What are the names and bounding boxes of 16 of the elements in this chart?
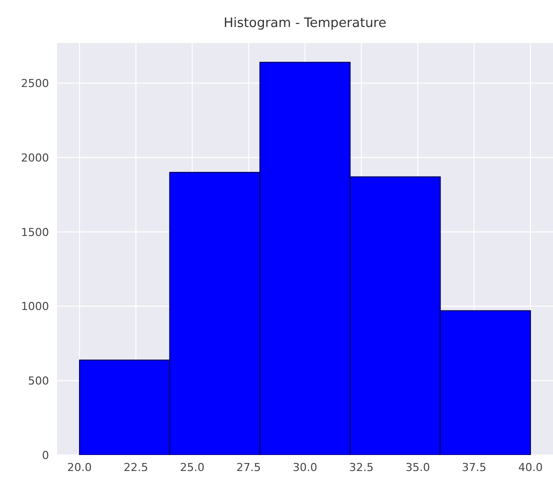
x-tick-label: 32.5 <box>349 460 374 474</box>
x-tick-label: 35.0 <box>405 460 430 474</box>
x-tick-label: 20.0 <box>67 460 92 474</box>
x-tick-label: 37.5 <box>462 460 486 474</box>
x-tick-label: 25.0 <box>180 460 205 474</box>
y-tick-label: 2000 <box>21 151 49 164</box>
x-tick-label: 27.5 <box>236 460 261 474</box>
y-tick-label: 0 <box>42 448 49 462</box>
chart-title: Histogram - Temperature <box>222 16 388 31</box>
y-tick-label: 1500 <box>21 226 49 239</box>
x-tick-label: 22.5 <box>124 460 148 474</box>
y-tick-label: 1000 <box>21 300 49 314</box>
x-tick-label: 30.0 <box>292 460 318 474</box>
y-tick-label: 500 <box>28 374 49 388</box>
x-tick-label: 40.0 <box>518 460 543 474</box>
y-tick-label: 2500 <box>21 77 49 90</box>
